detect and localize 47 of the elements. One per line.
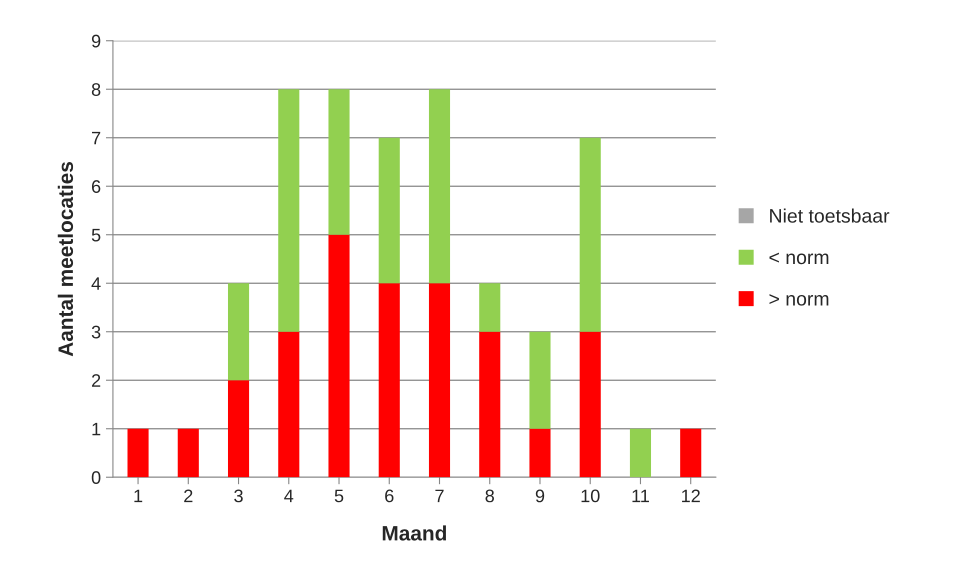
bar [378,283,400,478]
y-tick-label: 2 [92,374,100,387]
bar [328,89,350,235]
bar [228,380,250,478]
bar [580,138,601,332]
bar [428,89,450,284]
bar [278,332,300,478]
y-tick-label: 0 [92,471,100,484]
bar [630,428,652,478]
bar [127,428,149,478]
y-tick-label: 7 [92,132,100,144]
x-tick-label: 8 [486,490,494,502]
bar [328,234,350,478]
x-tick-label: 10 [582,490,600,502]
y-tick-label: 6 [92,180,100,193]
x-tick-label: 5 [334,490,344,502]
bar [278,89,300,332]
y-tick-label: 9 [92,34,100,48]
x-tick-label: 12 [682,490,700,502]
y-tick-label: 3 [92,326,100,338]
y-axis-title: Aantal meetlocaties [58,162,74,356]
bar [479,283,500,332]
x-tick-label: 3 [234,490,243,502]
bar [529,428,551,478]
bar [428,283,450,478]
bar [228,283,250,380]
legend-label: > norm [769,294,828,306]
x-tick-label: 4 [284,490,294,502]
x-tick-label: 11 [632,490,649,502]
x-tick-label: 6 [385,490,394,502]
x-axis-title: Maand [382,525,446,541]
bar [580,332,601,478]
y-tick-label: 1 [92,422,100,436]
x-tick-label: 9 [536,490,544,502]
x-tick-label: 7 [435,490,444,502]
legend-label: < norm [769,252,828,264]
y-tick-label: 5 [92,228,100,242]
bar [680,428,702,478]
x-tick-label: 1 [134,490,142,502]
x-tick-label: 2 [184,490,192,502]
bar [529,332,551,429]
bar [178,428,199,478]
y-tick-label: 8 [92,83,100,96]
legend-label: Niet toetsbaar [770,208,890,223]
bar [378,138,400,284]
y-tick-label: 4 [91,277,101,290]
bar [479,332,500,478]
